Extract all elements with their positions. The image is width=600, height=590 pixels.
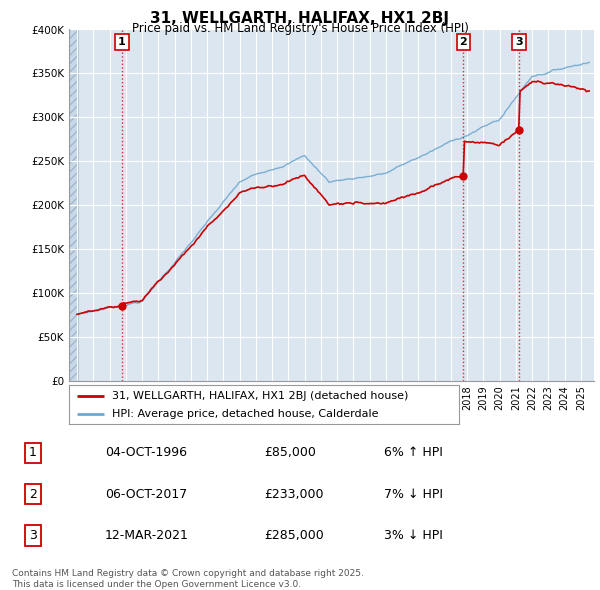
Bar <box>69 30 79 381</box>
Text: 2: 2 <box>29 487 37 501</box>
Text: 06-OCT-2017: 06-OCT-2017 <box>105 487 187 501</box>
Text: HPI: Average price, detached house, Calderdale: HPI: Average price, detached house, Cald… <box>112 409 379 419</box>
Text: 3: 3 <box>515 37 523 47</box>
Text: 31, WELLGARTH, HALIFAX, HX1 2BJ: 31, WELLGARTH, HALIFAX, HX1 2BJ <box>151 11 449 25</box>
Text: Price paid vs. HM Land Registry's House Price Index (HPI): Price paid vs. HM Land Registry's House … <box>131 22 469 35</box>
Text: 7% ↓ HPI: 7% ↓ HPI <box>384 487 443 501</box>
Text: £233,000: £233,000 <box>264 487 323 501</box>
Text: 1: 1 <box>29 446 37 460</box>
Text: 3: 3 <box>29 529 37 542</box>
Text: 31, WELLGARTH, HALIFAX, HX1 2BJ (detached house): 31, WELLGARTH, HALIFAX, HX1 2BJ (detache… <box>112 391 408 401</box>
Text: 2: 2 <box>460 37 467 47</box>
Text: 12-MAR-2021: 12-MAR-2021 <box>105 529 189 542</box>
Text: £85,000: £85,000 <box>264 446 316 460</box>
Text: Contains HM Land Registry data © Crown copyright and database right 2025.
This d: Contains HM Land Registry data © Crown c… <box>12 569 364 589</box>
Text: £285,000: £285,000 <box>264 529 324 542</box>
Text: 3% ↓ HPI: 3% ↓ HPI <box>384 529 443 542</box>
Text: 1: 1 <box>118 37 126 47</box>
Text: 04-OCT-1996: 04-OCT-1996 <box>105 446 187 460</box>
Text: 6% ↑ HPI: 6% ↑ HPI <box>384 446 443 460</box>
